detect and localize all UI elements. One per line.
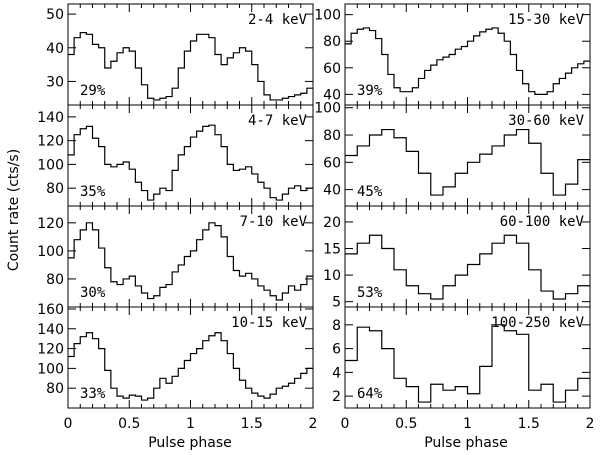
x-tick-label: 1.5	[241, 416, 263, 432]
energy-label: 7-10 keV	[240, 214, 308, 230]
y-tick-label: 100	[37, 361, 64, 377]
energy-label: 15-30 keV	[508, 12, 584, 28]
energy-label: 10-15 keV	[231, 315, 307, 331]
y-tick-label: 5	[332, 295, 341, 311]
x-axis-label-right: Pulse phase	[424, 435, 508, 451]
x-tick-label: 2	[309, 416, 318, 432]
x-tick-label: 0	[64, 416, 73, 432]
pulsed-fraction-label: 45%	[357, 184, 383, 200]
pulsed-fraction-label: 35%	[80, 184, 106, 200]
y-tick-label: 140	[37, 322, 64, 338]
panel-5: 40 60 80 100 15-30 keV 39%	[314, 3, 591, 106]
y-tick-label: 80	[46, 272, 64, 288]
energy-label: 30-60 keV	[508, 113, 584, 129]
data-series	[345, 128, 590, 196]
pulsed-fraction-label: 29%	[80, 83, 106, 99]
x-tick-label: 0.5	[118, 416, 140, 432]
y-tick-label: 8	[332, 318, 341, 334]
y-tick-label: 50	[46, 7, 64, 23]
y-tick-label: 4	[332, 365, 341, 381]
panel-3: 80 100 120 7-10 keV 30%	[37, 205, 314, 308]
y-tick-label: 15	[323, 242, 341, 258]
data-series	[345, 27, 590, 95]
y-tick-label: 40	[323, 183, 341, 199]
data-series	[68, 222, 313, 301]
y-tick-label: 80	[323, 34, 341, 50]
panel-1: 30 40 50 2-4 keV 29%	[46, 3, 314, 106]
y-tick-label: 100	[37, 244, 64, 260]
y-tick-label: 60	[323, 61, 341, 77]
pulsed-fraction-label: 53%	[357, 285, 383, 301]
y-tick-label: 120	[37, 134, 64, 150]
y-tick-label: 6	[332, 342, 341, 358]
y-tick-label: 140	[37, 110, 64, 126]
x-tick-label: 1	[186, 416, 195, 432]
y-tick-label: 20	[323, 215, 341, 231]
data-series	[345, 324, 590, 403]
y-tick-label: 80	[323, 128, 341, 144]
panel-4: 80 100 120 140 160 0 0.5 1 1.5 2 10-15 keV 33%	[37, 302, 317, 432]
y-tick-label: 10	[323, 268, 341, 284]
pulsed-fraction-label: 30%	[80, 285, 106, 301]
energy-label: 100-250 keV	[491, 315, 584, 331]
y-tick-label: 30	[46, 74, 64, 90]
y-tick-label: 40	[46, 41, 64, 57]
panel-2: 80 100 120 140 4-7 keV 35%	[37, 104, 314, 207]
energy-label: 4-7 keV	[248, 113, 308, 129]
data-series	[345, 234, 590, 300]
y-tick-label: 100	[37, 157, 64, 173]
panel-7: 5 10 15 20 60-100 keV 53%	[323, 205, 591, 311]
x-tick-label: 1	[463, 416, 472, 432]
x-tick-label: 1.5	[518, 416, 540, 432]
pulsed-fraction-label: 64%	[357, 386, 383, 402]
y-tick-label: 120	[37, 216, 64, 232]
y-axis-label: Count rate (cts/s)	[6, 149, 22, 271]
y-tick-label: 100	[314, 101, 341, 117]
y-tick-label: 2	[332, 389, 341, 405]
energy-label: 2-4 keV	[248, 12, 308, 28]
y-tick-label: 100	[314, 8, 341, 24]
y-tick-label: 40	[323, 87, 341, 103]
x-tick-label: 0.5	[395, 416, 417, 432]
x-tick-label: 2	[586, 416, 595, 432]
y-tick-label: 160	[37, 302, 64, 318]
data-series	[68, 124, 313, 201]
data-series	[68, 32, 313, 101]
x-tick-label: 0	[341, 416, 350, 432]
y-tick-label: 120	[37, 342, 64, 358]
y-tick-label: 60	[323, 155, 341, 171]
data-series	[68, 332, 313, 401]
pulsed-fraction-label: 39%	[357, 83, 383, 99]
panel-8: 2 4 6 8 0 0.5 1 1.5 2 100-250 keV 64%	[332, 306, 595, 432]
y-tick-label: 80	[46, 181, 64, 197]
energy-label: 60-100 keV	[500, 214, 585, 230]
x-axis-label-left: Pulse phase	[148, 435, 232, 451]
pulsed-fraction-label: 33%	[80, 386, 106, 402]
y-tick-label: 80	[46, 381, 64, 397]
panel-6: 40 60 80 100 30-60 keV 45%	[314, 101, 591, 207]
